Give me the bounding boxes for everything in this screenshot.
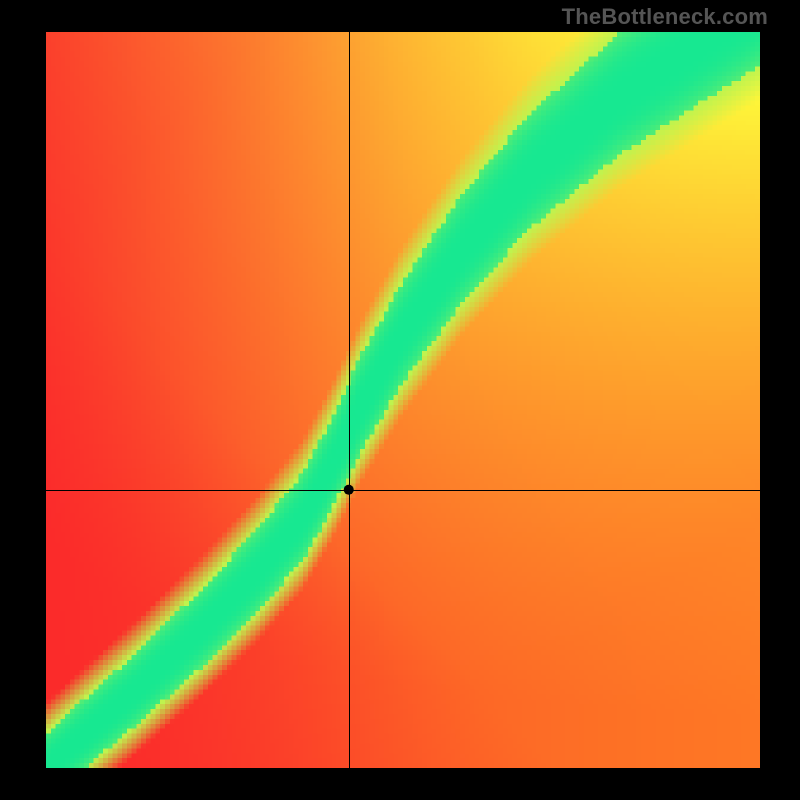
crosshair-overlay [46,32,760,768]
watermark-text: TheBottleneck.com [562,4,768,30]
chart-frame: { "watermark": "TheBottleneck.com", "cha… [0,0,800,800]
